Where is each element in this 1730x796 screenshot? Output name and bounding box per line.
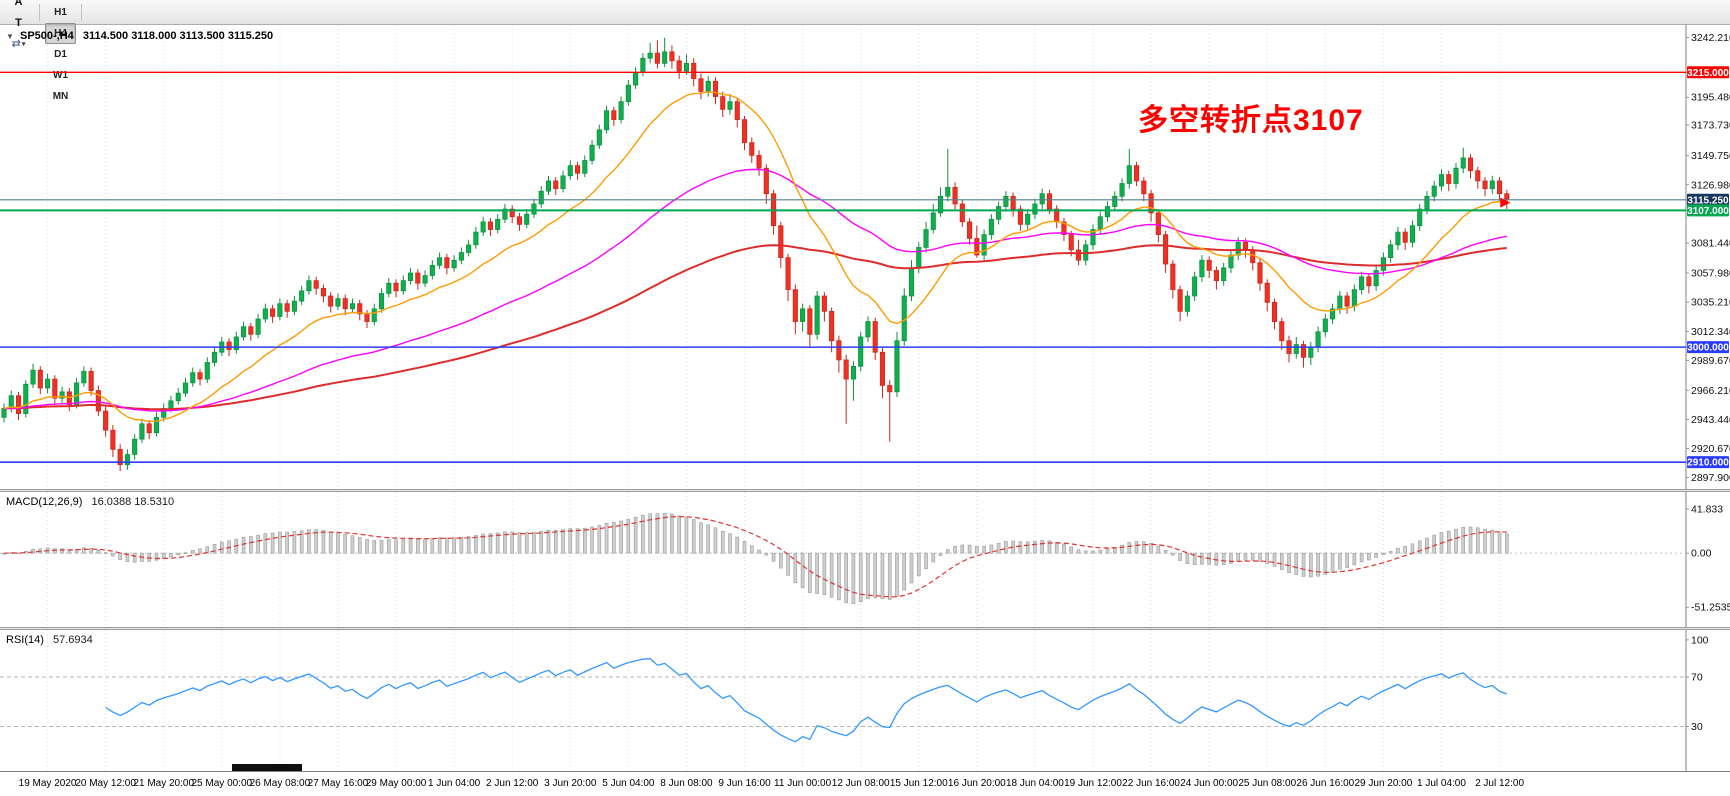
time-axis-label: 2 Jun 12:00 bbox=[486, 778, 539, 789]
toolbar-left-icons: ▦AT⇄▾ bbox=[3, 0, 34, 54]
text-tool-button[interactable]: T bbox=[3, 12, 34, 33]
time-axis-label: 29 Jun 20:00 bbox=[1354, 778, 1413, 789]
time-axis-label: 12 Jun 08:00 bbox=[831, 778, 890, 789]
time-axis-label: 26 Jun 16:00 bbox=[1296, 778, 1355, 789]
svg-text:-51.2535: -51.2535 bbox=[1691, 602, 1730, 614]
annotate-a-icon: A bbox=[14, 0, 23, 8]
macd-pane[interactable]: 41.833 0.00 -51.2535 bbox=[0, 492, 1730, 627]
symbol-ohlc-header: ▼ SP500-,H4 3114.500 3118.000 3113.500 3… bbox=[6, 30, 273, 42]
price-axis[interactable] bbox=[1686, 25, 1730, 771]
pane-splitter[interactable] bbox=[0, 489, 1730, 492]
time-axis-label: 16 Jun 20:00 bbox=[947, 778, 1006, 789]
toolbar: ▦AT⇄▾ M1M5M15M30H1H4D1W1MN bbox=[0, 0, 1730, 102]
time-axis-label: 19 Jun 12:00 bbox=[1064, 778, 1122, 789]
time-axis-label: 29 May 00:00 bbox=[365, 778, 427, 789]
svg-text:2910.000: 2910.000 bbox=[1687, 458, 1729, 469]
rsi-label: RSI(14) bbox=[6, 634, 44, 646]
time-axis-label: 9 Jun 16:00 bbox=[718, 778, 771, 789]
svg-text:3057.980: 3057.980 bbox=[1691, 268, 1730, 280]
svg-text:3107.000: 3107.000 bbox=[1687, 206, 1729, 217]
screen-artifact bbox=[232, 764, 302, 771]
time-axis-label: 11 Jun 00:00 bbox=[774, 778, 832, 789]
dropdown-caret-icon: ▾ bbox=[21, 40, 26, 48]
time-axis-label: 5 Jun 04:00 bbox=[602, 778, 655, 789]
svg-text:3012.340: 3012.340 bbox=[1691, 326, 1730, 338]
ohlc-values: 3114.500 3118.000 3113.500 3115.250 bbox=[82, 30, 274, 42]
macd-values: 16.0388 18.5310 bbox=[91, 496, 175, 508]
svg-text:41.833: 41.833 bbox=[1691, 504, 1723, 516]
svg-text:3173.730: 3173.730 bbox=[1691, 120, 1730, 132]
time-axis-label: 19 May 2020 bbox=[18, 778, 77, 789]
svg-text:3242.210: 3242.210 bbox=[1691, 32, 1730, 44]
svg-text:3000.000: 3000.000 bbox=[1687, 343, 1729, 354]
time-axis-label: 1 Jul 04:00 bbox=[1417, 778, 1466, 789]
svg-text:3035.210: 3035.210 bbox=[1691, 297, 1730, 309]
svg-text:3126.980: 3126.980 bbox=[1691, 179, 1730, 191]
time-axis-label: 25 Jun 08:00 bbox=[1238, 778, 1297, 789]
toolbar-separator bbox=[39, 3, 40, 21]
time-axis[interactable]: 19 May 2020 20 May 12:00 21 May 20:00 25 Ma… bbox=[0, 771, 1730, 796]
time-axis-label: 18 Jun 04:00 bbox=[1005, 778, 1064, 789]
timeframe-button-w1[interactable]: W1 bbox=[53, 69, 68, 81]
svg-text:3215.000: 3215.000 bbox=[1687, 68, 1729, 79]
time-axis-label: 27 May 16:00 bbox=[307, 778, 369, 789]
swap-arrows-button[interactable]: ⇄ ▾ bbox=[3, 33, 34, 54]
time-axis-label: 26 May 08:00 bbox=[249, 778, 311, 789]
chart-expander-icon[interactable]: ▼ bbox=[6, 32, 14, 41]
time-axis-label: 8 Jun 08:00 bbox=[660, 778, 713, 789]
svg-text:100: 100 bbox=[1691, 634, 1709, 646]
time-axis-label: 1 Jun 04:00 bbox=[427, 778, 481, 789]
pane-splitter[interactable] bbox=[0, 627, 1730, 630]
annotate-a-button[interactable]: A bbox=[3, 0, 34, 12]
time-axis-label: 21 May 20:00 bbox=[133, 778, 195, 789]
timeframe-button-h1[interactable]: H1 bbox=[54, 6, 67, 18]
symbol-timeframe-label: SP500-,H4 bbox=[19, 30, 74, 42]
svg-text:2943.440: 2943.440 bbox=[1691, 414, 1730, 426]
time-axis-label: 25 May 00:00 bbox=[191, 778, 253, 789]
svg-text:70: 70 bbox=[1691, 672, 1703, 684]
swap-arrows-icon: ⇄ bbox=[11, 38, 21, 50]
svg-text:30: 30 bbox=[1691, 721, 1703, 733]
svg-text:3149.750: 3149.750 bbox=[1691, 150, 1730, 162]
time-axis-label: 22 Jun 16:00 bbox=[1122, 778, 1180, 789]
svg-text:2920.670: 2920.670 bbox=[1691, 443, 1730, 455]
macd-label: MACD(12,26,9) bbox=[6, 496, 83, 508]
time-axis-label: 3 Jun 20:00 bbox=[544, 778, 597, 789]
timeframe-button-h4[interactable]: H4 bbox=[45, 22, 76, 44]
rsi-indicator-header: RSI(14) 57.6934 bbox=[6, 634, 93, 646]
svg-text:3195.480: 3195.480 bbox=[1691, 92, 1730, 104]
time-axis-label: 2 Jul 12:00 bbox=[1475, 778, 1525, 789]
svg-text:0.00: 0.00 bbox=[1691, 548, 1712, 560]
chinese-text-annotation: 多空转折点3107 bbox=[1138, 104, 1364, 137]
time-axis-label: 15 Jun 12:00 bbox=[889, 778, 948, 789]
svg-text:2966.210: 2966.210 bbox=[1691, 385, 1730, 397]
macd-indicator-header: MACD(12,26,9) 16.0388 18.5310 bbox=[6, 496, 174, 508]
toolbar-separator bbox=[81, 3, 82, 21]
svg-text:2989.670: 2989.670 bbox=[1691, 355, 1730, 367]
chart-region: 3215.000 3115.250 3107.000 3000.000 2910.000… bbox=[0, 25, 1730, 796]
svg-text:3081.440: 3081.440 bbox=[1691, 238, 1730, 250]
svg-text:2897.900: 2897.900 bbox=[1691, 472, 1730, 484]
rsi-pane[interactable]: 100 70 30 bbox=[0, 630, 1730, 771]
rsi-values: 57.6934 bbox=[52, 634, 93, 646]
timeframe-button-d1[interactable]: D1 bbox=[54, 48, 67, 60]
time-axis-label: 24 Jun 00:00 bbox=[1180, 778, 1239, 789]
timeframe-button-mn[interactable]: MN bbox=[52, 90, 69, 102]
text-tool-icon: T bbox=[15, 16, 22, 29]
svg-text:3115.250: 3115.250 bbox=[1687, 195, 1729, 206]
timeframe-toolbar: M1M5M15M30H1H4D1W1MN bbox=[45, 0, 76, 107]
time-axis-label: 20 May 12:00 bbox=[75, 778, 136, 789]
